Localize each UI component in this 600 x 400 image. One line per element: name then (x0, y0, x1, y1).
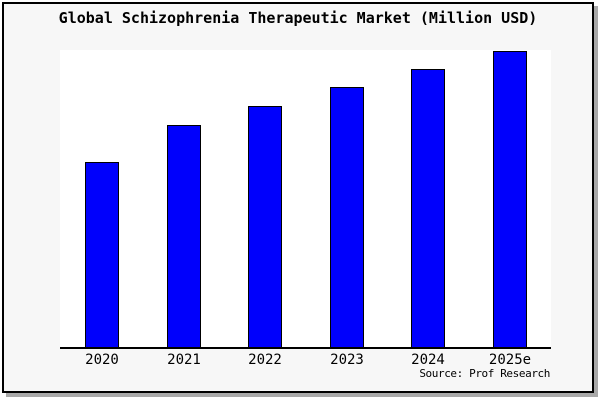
source-attribution: Source: Prof Research (419, 367, 550, 380)
plot-area (60, 50, 551, 349)
x-tick-label-2021: 2021 (167, 352, 201, 368)
bar-2023 (330, 87, 364, 347)
bar-2022 (248, 106, 282, 347)
bar-2021 (167, 125, 201, 347)
x-tick-label-2025e: 2025e (488, 352, 532, 368)
bar-2025e (493, 51, 527, 347)
x-tick-label-2024: 2024 (411, 352, 445, 368)
x-tick-label-2020: 2020 (85, 352, 119, 368)
x-tick-label-2023: 2023 (330, 352, 364, 368)
x-tick-label-2022: 2022 (248, 352, 282, 368)
bar-2024 (411, 69, 445, 347)
chart-title: Global Schizophrenia Therapeutic Market … (58, 9, 538, 27)
chart-frame: Global Schizophrenia Therapeutic Market … (2, 2, 594, 393)
bar-2020 (85, 162, 119, 347)
